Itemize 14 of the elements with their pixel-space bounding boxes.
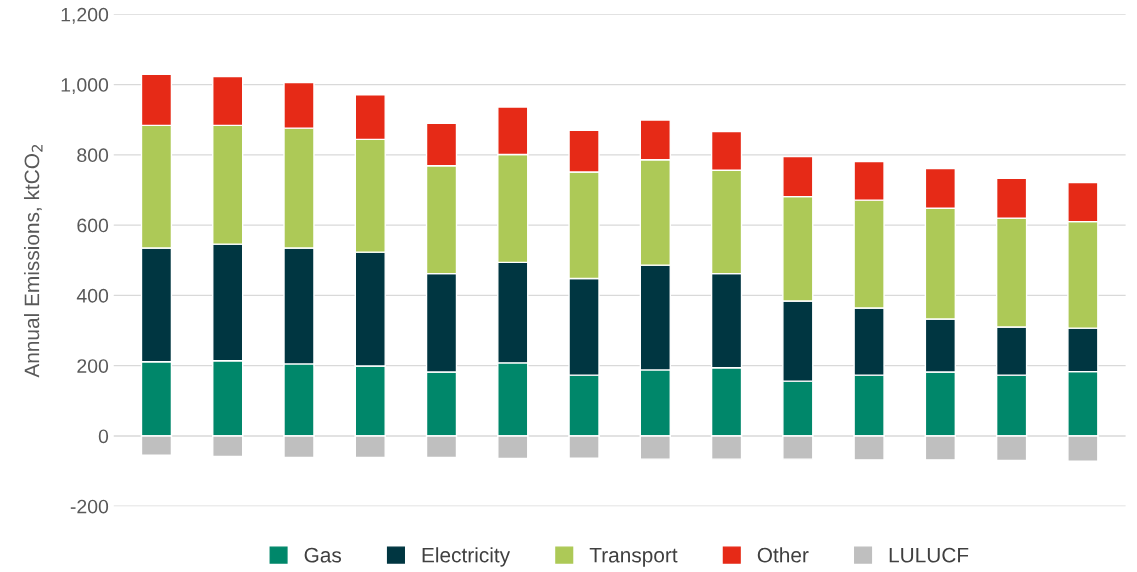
y-axis-title: Annual Emissions, ktCO$_{2}$: [23, 145, 43, 378]
legend-label: Transport: [589, 547, 678, 567]
y-tick-label: 0: [98, 429, 109, 444]
y-tick-label: 400: [76, 288, 109, 303]
y-tick-label: 1,000: [61, 78, 109, 95]
legend-label: Other: [757, 547, 809, 563]
y-tick-label: 200: [77, 359, 109, 373]
y-tick-label: 600: [77, 218, 109, 233]
legend-label: Electricity: [422, 547, 511, 567]
y-tick-label: -200: [70, 499, 109, 514]
legend-label: LULUCF: [889, 547, 969, 563]
y-tick-label: 800: [77, 148, 109, 163]
legend-label: Gas: [304, 547, 342, 563]
y-tick-label: 1,200: [61, 7, 109, 24]
